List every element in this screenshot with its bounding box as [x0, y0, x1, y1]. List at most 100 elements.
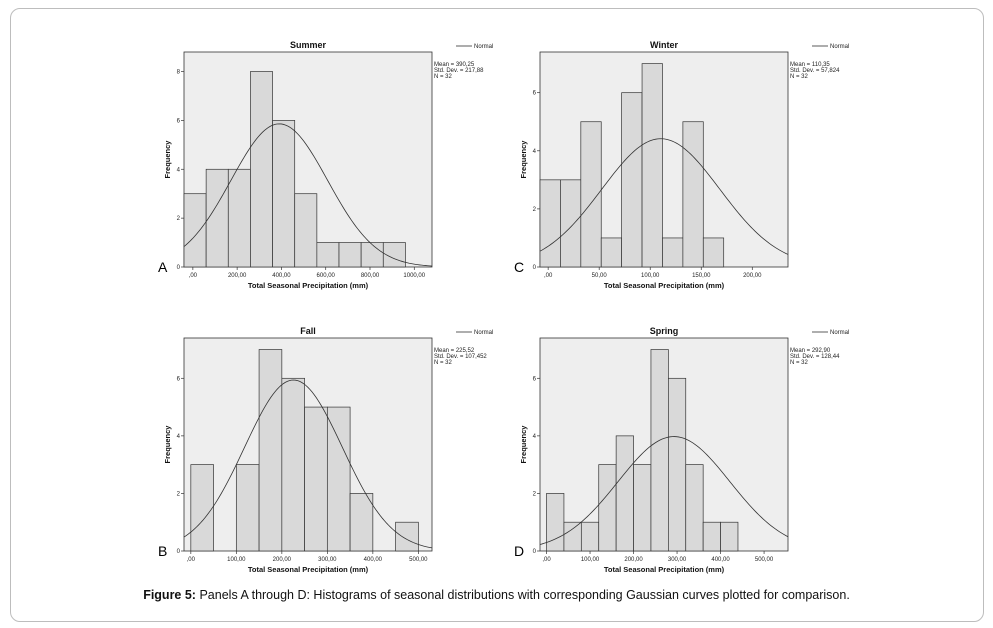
x-axis-label: Total Seasonal Precipitation (mm) — [248, 565, 369, 574]
histogram-bar — [235, 464, 260, 552]
x-axis-label: Total Seasonal Precipitation (mm) — [604, 565, 725, 574]
histogram-bar — [539, 179, 561, 268]
legend-label: Normal — [830, 330, 849, 336]
histogram-bar — [685, 464, 704, 552]
x-tick-label: 300,00 — [668, 557, 687, 563]
y-tick-label: 4 — [533, 149, 537, 155]
histogram-bar — [281, 377, 305, 552]
y-tick-label: 2 — [177, 491, 181, 497]
histogram-bar — [326, 406, 351, 552]
panel-c: ,00 50,00 100,00 150,00 200,00 0 2 4 6 Winter Tota… — [514, 40, 849, 290]
y-tick-label: 4 — [177, 167, 181, 173]
stats-line: Mean = 110,35 — [790, 62, 830, 68]
legend-label: Normal — [830, 44, 849, 50]
y-axis-label: Frequency — [163, 140, 172, 179]
x-tick-label: 1000,00 — [403, 273, 425, 279]
stats-line: Std. Dev. = 217,88 — [434, 68, 484, 74]
panel-a: ,00 200,00 400,00 600,00 800,00 1000,00 0 2 4 6 8 S… — [158, 40, 493, 290]
stats-line: N = 32 — [434, 74, 453, 80]
panel-title: Summer — [290, 40, 327, 50]
histogram-bar — [227, 168, 251, 268]
figure-caption: Figure 5: Panels A through D: Histograms… — [0, 588, 993, 602]
stats-line: Mean = 390,25 — [434, 62, 475, 68]
y-tick-label: 0 — [533, 549, 537, 555]
histogram-bar — [682, 121, 704, 268]
x-tick-label: 300,00 — [318, 557, 337, 563]
y-tick-label: 2 — [177, 216, 181, 222]
stats-line: Mean = 225,52 — [434, 348, 475, 354]
panel-d: ,00 100,00 200,00 300,00 400,00 500,00 0 2 4 6 Spr… — [514, 326, 849, 574]
histogram-bar — [702, 521, 721, 552]
y-tick-label: 2 — [533, 207, 537, 213]
histogram-bar — [546, 493, 565, 552]
normal-curve — [183, 379, 433, 549]
histogram-bar — [316, 242, 340, 268]
y-tick-label: 4 — [177, 434, 181, 440]
histogram-bar — [250, 71, 273, 268]
stats-line: N = 32 — [790, 360, 809, 366]
histogram-bar — [360, 242, 384, 268]
caption-label: Figure 5: — [143, 588, 196, 602]
histogram-bar — [650, 349, 669, 552]
y-tick-label: 6 — [177, 118, 181, 124]
x-axis-label: Total Seasonal Precipitation (mm) — [604, 281, 725, 290]
panel-letter: C — [514, 259, 524, 275]
stats-line: Mean = 292,90 — [790, 348, 831, 354]
y-axis-label: Frequency — [163, 425, 172, 464]
x-tick-label: ,00 — [544, 273, 553, 279]
stats-line: Std. Dev. = 57,824 — [790, 68, 840, 74]
histogram-bar — [560, 179, 582, 268]
histogram-bar — [633, 464, 652, 552]
y-tick-label: 2 — [533, 491, 537, 497]
panel-b: ,00 100,00 200,00 300,00 400,00 500,00 0 2 4 6 Fal… — [158, 326, 493, 574]
histogram-bar — [621, 92, 643, 268]
stats-line: Std. Dev. = 107,452 — [434, 354, 487, 360]
stats-line: N = 32 — [790, 74, 809, 80]
x-tick-label: 200,00 — [228, 273, 247, 279]
histogram-bar — [600, 237, 622, 268]
figure-frame — [10, 8, 984, 622]
x-tick-label: 50,00 — [592, 273, 608, 279]
histogram-bar — [258, 349, 283, 552]
histogram-bar — [662, 237, 684, 268]
normal-curve — [183, 123, 433, 267]
y-tick-label: 8 — [177, 70, 181, 76]
histogram-bar — [304, 406, 328, 552]
y-tick-label: 6 — [533, 91, 537, 97]
panel-letter: B — [158, 543, 167, 559]
histogram-bar — [563, 521, 582, 552]
normal-curve — [539, 436, 789, 545]
y-tick-label: 4 — [533, 434, 537, 440]
histogram-bar — [720, 521, 739, 552]
x-axis-label: Total Seasonal Precipitation (mm) — [248, 281, 369, 290]
histogram-bar — [668, 377, 687, 552]
y-tick-label: 0 — [533, 265, 537, 271]
y-tick-label: 0 — [177, 265, 181, 271]
histogram-bar — [294, 193, 318, 268]
x-tick-label: 200,00 — [624, 557, 643, 563]
panel-letter: D — [514, 543, 524, 559]
histogram-bar — [272, 120, 296, 268]
y-axis-label: Frequency — [519, 425, 528, 464]
panel-title: Spring — [650, 326, 679, 336]
x-tick-label: ,00 — [542, 557, 551, 563]
histogram-bar — [580, 521, 600, 552]
x-tick-label: 100,00 — [581, 557, 600, 563]
histogram-bar — [598, 464, 617, 552]
panel-letter: A — [158, 259, 168, 275]
x-tick-label: 100,00 — [641, 273, 660, 279]
y-axis-label: Frequency — [519, 140, 528, 179]
x-tick-label: ,00 — [189, 273, 198, 279]
x-tick-label: 500,00 — [409, 557, 428, 563]
histogram-bar — [190, 464, 214, 552]
histogram-bar — [349, 493, 374, 552]
x-tick-label: 800,00 — [361, 273, 380, 279]
panel-title: Winter — [650, 40, 678, 50]
x-tick-label: 150,00 — [692, 273, 711, 279]
histogram-bar — [580, 121, 602, 268]
normal-curve — [539, 138, 789, 255]
x-tick-label: 200,00 — [273, 557, 292, 563]
x-tick-label: 600,00 — [317, 273, 336, 279]
x-tick-label: 400,00 — [711, 557, 730, 563]
